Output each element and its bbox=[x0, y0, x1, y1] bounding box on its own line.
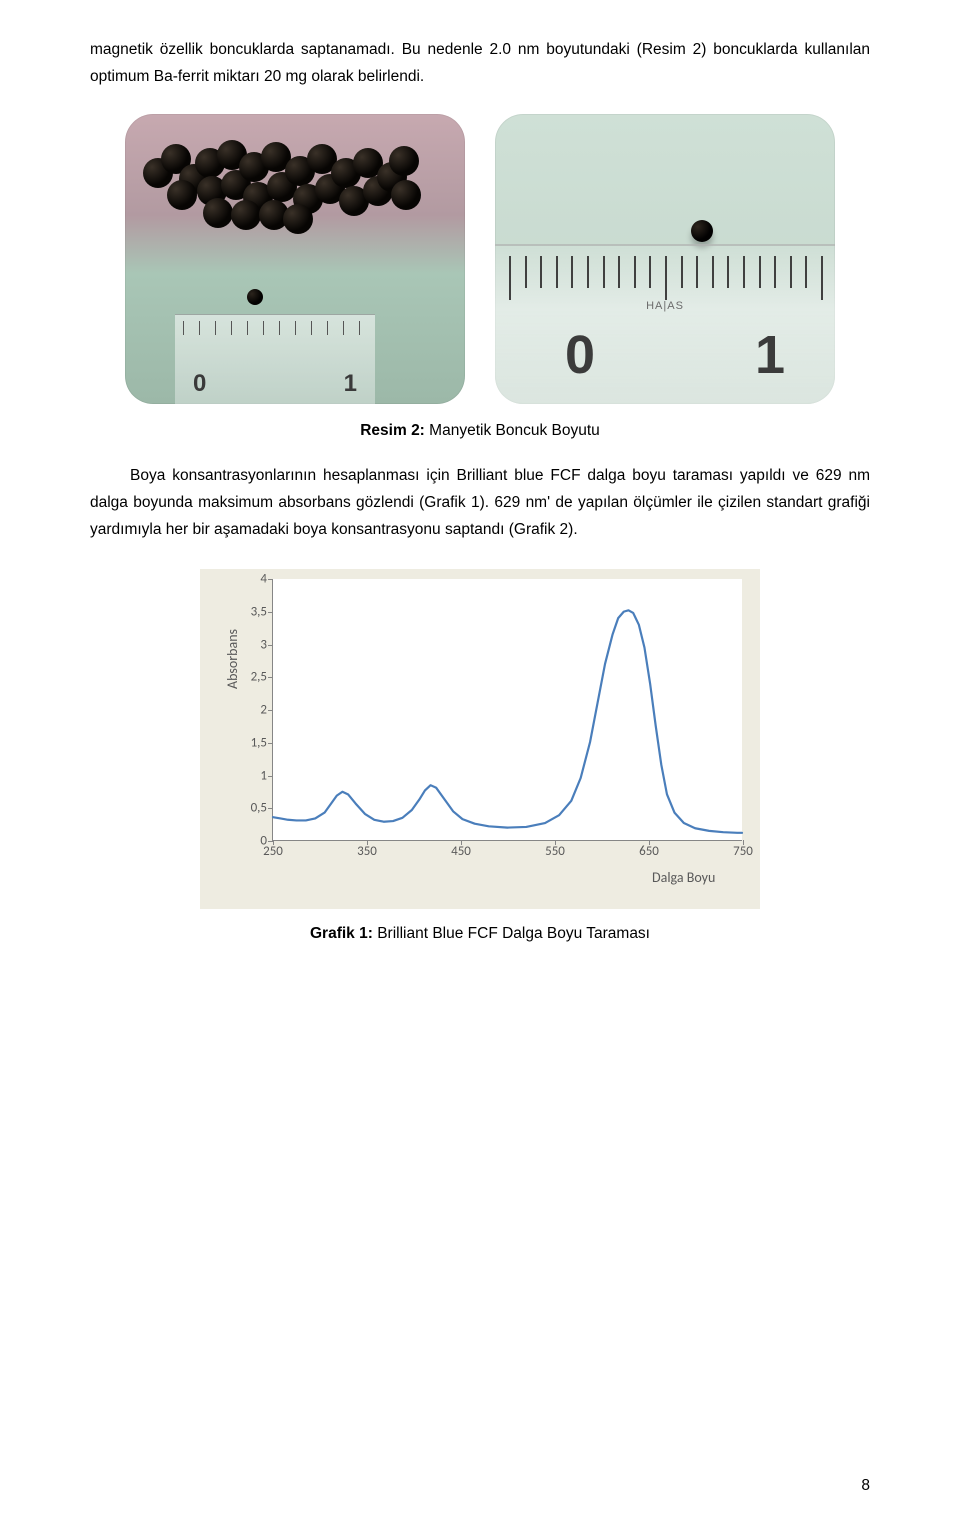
figure-2-photo-left: 0 1 bbox=[125, 114, 465, 404]
ruler-brand: HA|AS bbox=[646, 300, 684, 312]
single-bead-right bbox=[691, 220, 713, 242]
chart-caption: Grafik 1: Brilliant Blue FCF Dalga Boyu … bbox=[90, 925, 870, 943]
single-bead-left bbox=[247, 289, 263, 305]
chart-caption-label: Grafik 1: bbox=[310, 925, 373, 942]
figure-2-images: 0 1 HA|AS 0 1 bbox=[90, 114, 870, 404]
chart-caption-text: Brilliant Blue FCF Dalga Boyu Taraması bbox=[373, 925, 650, 942]
chart-x-title: Dalga Boyu bbox=[652, 869, 715, 886]
ruler-right: HA|AS 0 1 bbox=[495, 244, 835, 404]
paragraph-1: magnetik özellik boncuklarda saptanamadı… bbox=[90, 36, 870, 90]
ruler-right-1: 1 bbox=[755, 324, 785, 386]
figure-2-caption-label: Resim 2: bbox=[360, 422, 425, 439]
chart-line bbox=[273, 579, 742, 840]
ruler-left: 0 1 bbox=[175, 314, 375, 404]
ruler-left-0: 0 bbox=[193, 370, 206, 398]
figure-2-caption: Resim 2: Manyetik Boncuk Boyutu bbox=[90, 422, 870, 440]
page-number: 8 bbox=[861, 1477, 870, 1495]
figure-2-caption-text: Manyetik Boncuk Boyutu bbox=[425, 422, 600, 439]
figure-2-photo-right: HA|AS 0 1 bbox=[495, 114, 835, 404]
bead-cluster bbox=[143, 134, 423, 254]
ruler-left-1: 1 bbox=[344, 370, 357, 398]
paragraph-2: Boya konsantrasyonlarının hesaplanması i… bbox=[90, 462, 870, 543]
chart-grafik-1: 00,511,522,533,54250350450550650750 Abso… bbox=[200, 569, 760, 909]
ruler-right-0: 0 bbox=[565, 324, 595, 386]
chart-y-title: Absorbans bbox=[224, 629, 241, 689]
chart-plot-area: 00,511,522,533,54250350450550650750 bbox=[272, 579, 742, 841]
